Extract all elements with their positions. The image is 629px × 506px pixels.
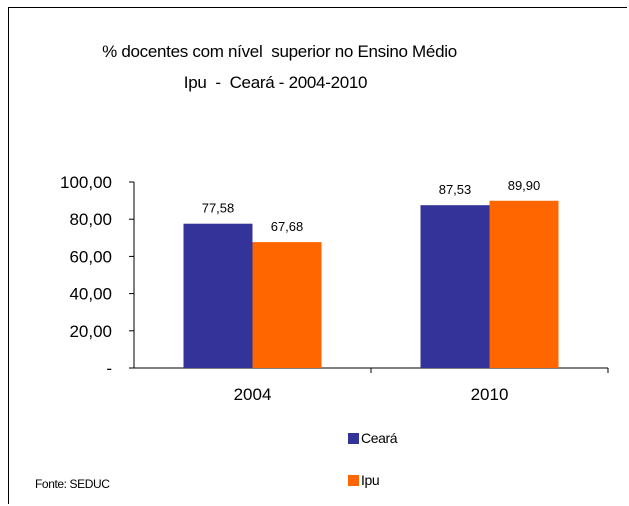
y-tick-label: 60,00 [69,247,112,266]
x-tick-label: 2010 [471,385,509,404]
chart-frame [8,7,627,504]
y-tick-label: - [106,359,112,378]
legend-label-ceara: Ceará [361,430,398,446]
chart-title: % docentes com nível superior no Ensino … [102,42,457,61]
y-tick-label: 40,00 [69,285,112,304]
bar [489,200,559,368]
bar [252,242,322,368]
bar [420,205,490,368]
data-label: 87,53 [439,182,472,197]
legend-label-ipu: Ipu [361,472,380,488]
data-label: 77,58 [202,201,235,216]
legend-swatch-ceara [348,432,359,444]
chart-subtitle: Ipu - Ceará - 2004-2010 [183,73,368,92]
data-label: 67,68 [271,219,304,234]
legend-item-ipu: Ipu [348,472,380,488]
y-tick-label: 20,00 [69,322,112,341]
data-label: 89,90 [508,178,541,193]
legend-item-ceara: Ceará [348,430,398,446]
y-tick-label: 100,00 [60,173,112,192]
bar [183,223,253,368]
x-tick-label: 2004 [234,385,272,404]
y-tick-label: 80,00 [69,210,112,229]
source-note: Fonte: SEDUC [35,477,110,491]
legend-swatch-ipu [348,474,359,486]
